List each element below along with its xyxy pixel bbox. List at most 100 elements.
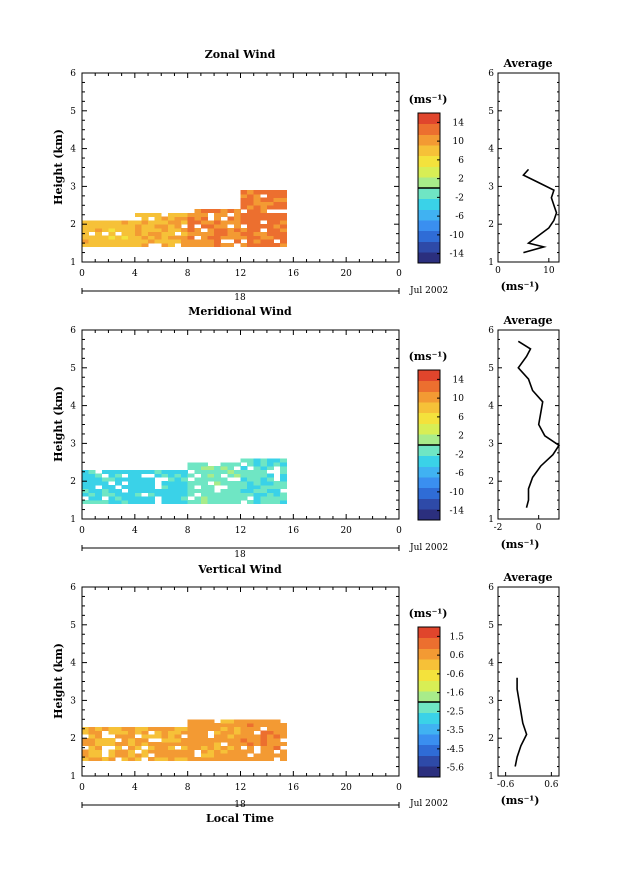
day-line xyxy=(81,288,400,294)
heatmap-cell xyxy=(128,477,136,482)
heatmap-cell xyxy=(148,231,155,236)
x-tick-label: 20 xyxy=(340,269,352,279)
heatmap-cell xyxy=(101,469,109,474)
heatmap-cell xyxy=(82,235,89,240)
heatmap-cell xyxy=(167,726,175,731)
heatmap-cell xyxy=(207,719,215,724)
heatmap-cell xyxy=(227,719,235,724)
heatmap-cell xyxy=(200,488,208,493)
heatmap-cell xyxy=(128,243,136,248)
heatmap-cell xyxy=(247,477,254,482)
heatmap-cell xyxy=(227,469,235,474)
heatmap-cell xyxy=(266,205,274,210)
heatmap-cell xyxy=(121,742,129,747)
heatmap-cell xyxy=(181,220,188,225)
heatmap-cell xyxy=(227,481,235,486)
heatmap-cell xyxy=(280,485,287,490)
average-title: Average xyxy=(502,571,552,584)
heatmap-cell xyxy=(220,723,228,728)
heatmap-cell xyxy=(266,235,274,240)
heatmap-cell xyxy=(154,216,162,221)
heatmap-cell xyxy=(95,239,103,244)
heatmap-cell xyxy=(200,231,208,236)
heatmap-cell xyxy=(154,239,162,244)
heatmap-cell xyxy=(240,194,248,199)
heatmap-cell xyxy=(82,224,89,229)
heatmap-cell xyxy=(266,220,274,225)
heatmap-cell xyxy=(200,209,208,214)
heatmap-cell xyxy=(88,473,96,478)
colorbar-segment xyxy=(418,423,440,435)
heatmap-cell xyxy=(167,228,175,233)
month-label: Jul 2002 xyxy=(409,543,448,553)
heatmap-cell xyxy=(240,749,248,754)
heatmap-cell xyxy=(154,753,162,758)
heatmap-cell xyxy=(220,734,228,739)
colorbar-tick-label: -1.6 xyxy=(447,689,465,699)
heatmap-cell xyxy=(174,239,182,244)
heatmap-cell xyxy=(227,228,235,233)
heatmap-cell xyxy=(141,477,149,482)
heatmap-cell xyxy=(253,488,261,493)
heatmap-cell xyxy=(273,216,281,221)
heatmap-cell xyxy=(220,462,228,467)
heatmap-cell xyxy=(108,228,116,233)
x-tick-label: 4 xyxy=(132,269,138,279)
heatmap-cell xyxy=(260,492,268,497)
heatmap-cell xyxy=(207,477,215,482)
colorbar: 1.5 0.6 -0.6 -1.6 -2.5 -3.5 -4.5 -5.6 xyxy=(417,626,465,778)
heatmap-cell xyxy=(200,749,208,754)
heatmap-cell xyxy=(214,496,221,501)
heatmap-cell xyxy=(273,190,281,195)
heatmap-cell xyxy=(227,492,235,497)
heatmap-cell xyxy=(167,734,175,739)
colorbar-segment xyxy=(418,680,440,692)
colorbar-segment xyxy=(418,252,440,264)
heatmap-cell xyxy=(253,757,261,762)
heatmap-cell xyxy=(200,492,208,497)
heatmap-cell xyxy=(148,235,155,240)
heatmap-cell xyxy=(134,485,142,490)
heatmap-cell xyxy=(214,212,221,217)
heatmap-cell xyxy=(273,726,281,731)
heatmap-cell xyxy=(266,477,274,482)
heatmap-cell xyxy=(187,466,195,471)
heatmap-cell xyxy=(200,212,208,217)
heatmap-cell xyxy=(253,477,261,482)
colorbar-segment xyxy=(418,648,440,660)
heatmap-cell xyxy=(240,216,248,221)
heatmap-cell xyxy=(220,730,228,735)
heatmap-cell xyxy=(108,753,116,758)
heatmap-cell xyxy=(88,235,96,240)
heatmap-cell xyxy=(148,481,155,486)
heatmap-cell xyxy=(266,492,274,497)
heatmap-cell xyxy=(194,745,202,750)
heatmap-cell xyxy=(214,231,221,236)
heatmap-cell xyxy=(260,458,268,463)
heatmap-cell xyxy=(260,235,268,240)
heatmap-cell xyxy=(200,462,208,467)
heatmap-cell xyxy=(273,723,281,728)
heatmap-cell xyxy=(240,228,248,233)
heatmap-cell xyxy=(174,481,182,486)
heatmap-cell xyxy=(174,477,182,482)
heatmap-cell xyxy=(247,239,254,244)
heatmap-cell xyxy=(247,228,254,233)
y-tick-label: 5 xyxy=(70,621,76,631)
heatmap-cell xyxy=(134,753,142,758)
heatmap-cell xyxy=(108,231,116,236)
heatmap-cell xyxy=(214,734,221,739)
heatmap-cell xyxy=(207,243,215,248)
heatmap-cell xyxy=(227,488,235,493)
heatmap-cell xyxy=(207,745,215,750)
heatmap-cell xyxy=(95,745,103,750)
heatmap-cell xyxy=(141,220,149,225)
heatmap-cell xyxy=(280,216,287,221)
heatmap-cell xyxy=(101,757,109,762)
heatmap-cell xyxy=(161,753,169,758)
heatmap-cell xyxy=(240,205,248,210)
heatmap-cell xyxy=(115,488,122,493)
heatmap-cell xyxy=(148,212,155,217)
heatmap-cell xyxy=(200,485,208,490)
